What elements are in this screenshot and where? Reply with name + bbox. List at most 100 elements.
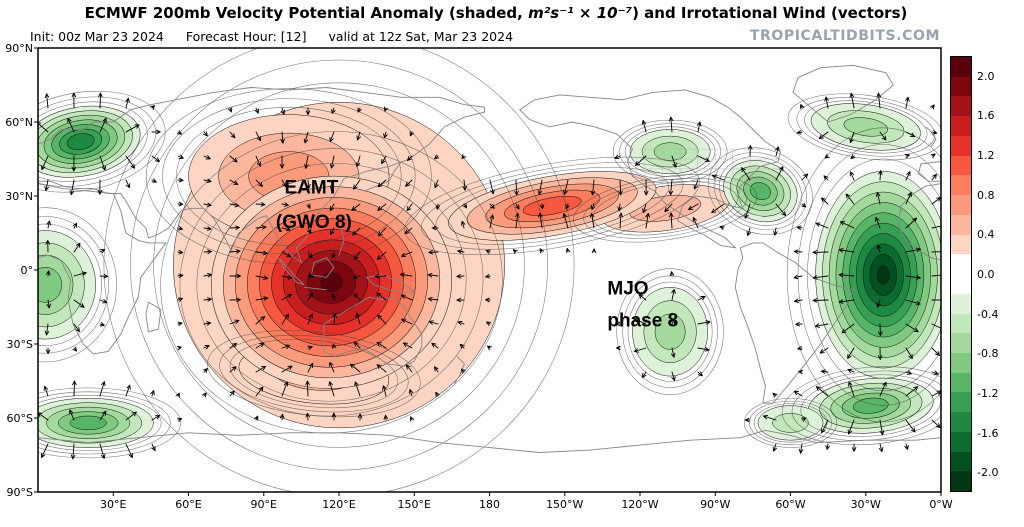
contour-line <box>787 93 941 161</box>
colorbar-tick-label: -1.6 <box>977 426 999 440</box>
anomaly-shading-africa-equator-negative <box>38 266 63 303</box>
run-info-line: Init: 00z Mar 23 2024 Forecast Hour: [12]… <box>30 29 535 44</box>
anomaly-shading-southeast-pacific-negative <box>772 413 809 433</box>
colorbar-tick-label: 0.8 <box>977 188 995 202</box>
chart-title-suffix: ) and Irrotational Wind (vectors) <box>632 4 908 22</box>
coastline <box>303 286 327 291</box>
colorbar-segment <box>951 333 971 354</box>
contour-line <box>38 90 166 193</box>
coastline <box>338 228 345 256</box>
contour-line <box>38 216 109 354</box>
coastline <box>363 161 403 192</box>
coastline <box>310 257 335 278</box>
coastline <box>925 126 937 147</box>
x-tick-label: 60°W <box>775 498 806 511</box>
colorbar-segment <box>951 353 971 373</box>
colorbar-tick-label: 1.2 <box>977 149 995 163</box>
coastline <box>734 242 854 404</box>
contour-line <box>743 398 838 448</box>
anomaly-shading-north-atlantic-top-negative <box>843 117 888 137</box>
anomaly-shading-west-north-america-negative <box>653 142 687 161</box>
contour-line <box>707 147 813 235</box>
y-tick-label: 0° <box>20 264 34 277</box>
colorbar-segment <box>951 412 971 432</box>
y-tick-label: 90°N <box>5 42 33 55</box>
colorbar-segment <box>951 392 971 413</box>
colorbar-segment <box>951 254 971 275</box>
contour-line <box>421 162 684 250</box>
contour-line <box>38 395 162 451</box>
contour-line <box>38 96 157 187</box>
colorbar-segment <box>951 274 971 294</box>
contour-line <box>718 156 802 226</box>
coastline <box>323 296 423 367</box>
contour-line <box>103 48 575 492</box>
colorbar-tick-label: -0.4 <box>977 307 999 321</box>
anomaly-shading-south-atlantic-right-negative <box>853 397 889 414</box>
contour-line <box>130 59 548 471</box>
contour-line <box>797 144 941 406</box>
y-tick-label: 60°S <box>6 412 33 425</box>
contour-line <box>619 123 721 180</box>
contour-line <box>627 281 713 382</box>
map-content: EAMT (GWO 8) MJO phase 8 <box>38 48 941 492</box>
contour-line <box>583 178 747 239</box>
colorbar-segment <box>951 293 971 314</box>
colorbar-segment <box>951 57 971 77</box>
x-tick-label: 30°E <box>100 498 127 511</box>
colorbar-segment <box>951 471 971 492</box>
colorbar-segment <box>951 431 971 452</box>
contour-line <box>616 268 724 395</box>
anomaly-shading-south-atlantic-left-negative <box>69 415 107 431</box>
wind-vectors <box>38 92 941 460</box>
contour-line <box>207 330 421 418</box>
colorbar-segment <box>951 116 971 136</box>
valid-time-text: valid at 12z Sat, Mar 23 2024 <box>328 29 514 44</box>
contour-line <box>804 100 928 154</box>
colorbar-segment <box>951 96 971 117</box>
annotation-eamt-label: EAMT <box>284 178 338 199</box>
colorbar-tick-label: 2.0 <box>977 69 995 83</box>
contour-line <box>196 163 467 402</box>
contour-line <box>624 126 716 177</box>
contour-line <box>781 366 941 446</box>
colorbar-segment <box>951 135 971 156</box>
x-tick-label: 180 <box>479 498 500 511</box>
tropicaltidbits-watermark: TROPICALTIDBITS.COM <box>749 28 940 44</box>
contour-line <box>146 88 432 265</box>
y-tick-label: 30°S <box>6 338 33 351</box>
contour-line <box>807 158 941 392</box>
contour-line <box>179 148 484 417</box>
y-tick-label: 60°N <box>5 116 33 129</box>
contour-line <box>786 127 941 423</box>
init-time-text: Init: 00z Mar 23 2024 <box>30 29 164 44</box>
x-tick-label: 120°E <box>322 498 356 511</box>
x-tick-label: 90°W <box>700 498 731 511</box>
x-tick-label: 30°W <box>850 498 881 511</box>
x-tick-label: 0°W <box>929 498 953 511</box>
colorbar-tick-label: 1.6 <box>977 109 995 123</box>
contour-line <box>404 156 700 256</box>
coastline <box>917 161 941 182</box>
anomaly-shading-europe-negative <box>66 133 95 151</box>
annotation-eamt-label: (GWO 8) <box>276 212 352 233</box>
colorbar-segment <box>951 155 971 176</box>
forecast-hour-text: Forecast Hour: [12] <box>185 29 307 44</box>
contour-line <box>38 387 182 459</box>
y-tick-label: 30°N <box>5 190 33 203</box>
coastline <box>38 87 485 264</box>
chart-title: ECMWF 200mb Velocity Potential Anomaly (… <box>0 4 992 22</box>
x-tick-label: 60°E <box>175 498 202 511</box>
colorbar <box>950 56 972 492</box>
coastline <box>519 89 782 249</box>
contour-line <box>749 400 832 445</box>
coastline <box>38 183 167 355</box>
contour-line <box>160 131 503 434</box>
coastline <box>897 183 941 261</box>
contour-line <box>176 106 402 246</box>
annotation-mjo-label: MJO <box>607 279 648 300</box>
colorbar-segment <box>951 372 971 393</box>
coastline <box>278 257 305 286</box>
